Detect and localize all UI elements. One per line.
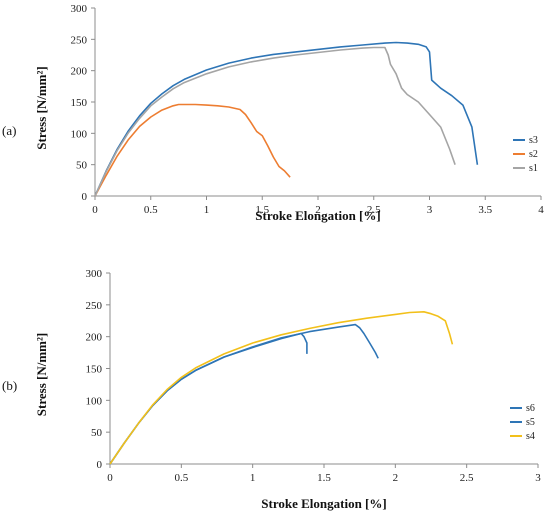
y-tick-label: 300 [71,3,88,15]
panel-label: (b) [2,378,17,393]
chart-panel-b: 0 50 100 150 200 250 300 0 0.5 1 1.5 2 2.5 3 Stroke El… [2,268,541,511]
x-axis-title: Stroke Elongation [%] [261,496,386,511]
series-line-s3 [94,41,479,197]
legend-label-s5: s5 [526,417,535,428]
y-tick-label: 300 [86,268,103,280]
x-tick-label: 2 [393,472,399,484]
series-line-s2 [94,103,291,197]
y-tick-label: 150 [86,364,103,376]
y-tick-label: 50 [76,160,88,172]
legend-label-s6: s6 [526,403,535,414]
chart-panel-a: 0 50 100 150 200 250 300 0 0.5 1 1.5 2 2.5 3 3.5 4 Strok… [2,3,544,223]
x-tick-label: 0.5 [144,204,158,216]
x-tick-label: 1.5 [317,472,331,484]
y-tick-label: 250 [86,300,103,312]
y-tick-label: 100 [71,128,88,140]
x-tick-label: 2 [315,204,321,216]
x-tick-label: 1 [204,204,210,216]
x-tick-label: 4 [538,204,544,216]
y-tick-label: 200 [71,66,88,78]
x-tick-label: 0 [92,204,98,216]
series-line-s4 [109,310,454,465]
y-tick-label: 50 [91,427,103,439]
y-axis-title: Stress [N/mm²] [34,66,49,149]
series-line-s1 [94,46,456,197]
x-tick-label: 3 [427,204,433,216]
x-tick-label: 0 [107,472,113,484]
y-tick-label: 0 [97,459,103,471]
legend-label-s3: s3 [529,135,538,146]
x-tick-label: 3 [535,472,541,484]
y-tick-label: 250 [71,34,88,46]
y-axis-title: Stress [N/mm²] [34,333,49,416]
panel-label: (a) [2,123,16,138]
y-tick-label: 0 [82,191,88,203]
legend-label-s2: s2 [529,149,538,160]
y-tick-label: 100 [86,395,103,407]
legend-label-s1: s1 [529,163,538,174]
series-line-s6 [109,332,308,465]
x-tick-label: 2.5 [460,472,474,484]
y-tick-label: 200 [86,332,103,344]
x-tick-label: 3.5 [478,204,492,216]
legend-label-s4: s4 [526,431,535,442]
x-tick-label: 2.5 [367,204,381,216]
y-tick-label: 150 [71,97,88,109]
x-tick-label: 1.5 [255,204,269,216]
x-axis-title: Stroke Elongation [%] [255,208,380,223]
x-tick-label: 1 [250,472,256,484]
x-tick-label: 0.5 [174,472,188,484]
